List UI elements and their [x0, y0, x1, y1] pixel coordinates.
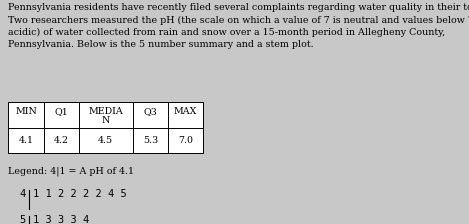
- Text: Pennsylvania residents have recently filed several complaints regarding water qu: Pennsylvania residents have recently fil…: [8, 3, 469, 49]
- Text: 4.5: 4.5: [98, 136, 113, 145]
- Text: 5: 5: [20, 215, 26, 224]
- Text: MIN: MIN: [15, 107, 37, 116]
- Text: Legend: 4|1 = A pH of 4.1: Legend: 4|1 = A pH of 4.1: [8, 167, 135, 176]
- Text: 4.1: 4.1: [19, 136, 33, 145]
- Bar: [8, 102, 203, 153]
- Text: MAX: MAX: [174, 107, 197, 116]
- Text: Q3: Q3: [144, 107, 157, 116]
- Text: 4: 4: [20, 189, 26, 199]
- Text: Q1: Q1: [54, 107, 68, 116]
- Text: MEDIA: MEDIA: [88, 107, 123, 116]
- Text: 5.3: 5.3: [143, 136, 158, 145]
- Text: 1 3 3 3 4: 1 3 3 3 4: [33, 215, 89, 224]
- Bar: [8, 102, 203, 153]
- Text: 7.0: 7.0: [178, 136, 193, 145]
- Text: 1 1 2 2 2 2 4 5: 1 1 2 2 2 2 4 5: [33, 189, 127, 199]
- Text: 4.2: 4.2: [54, 136, 68, 145]
- Text: N: N: [102, 116, 110, 125]
